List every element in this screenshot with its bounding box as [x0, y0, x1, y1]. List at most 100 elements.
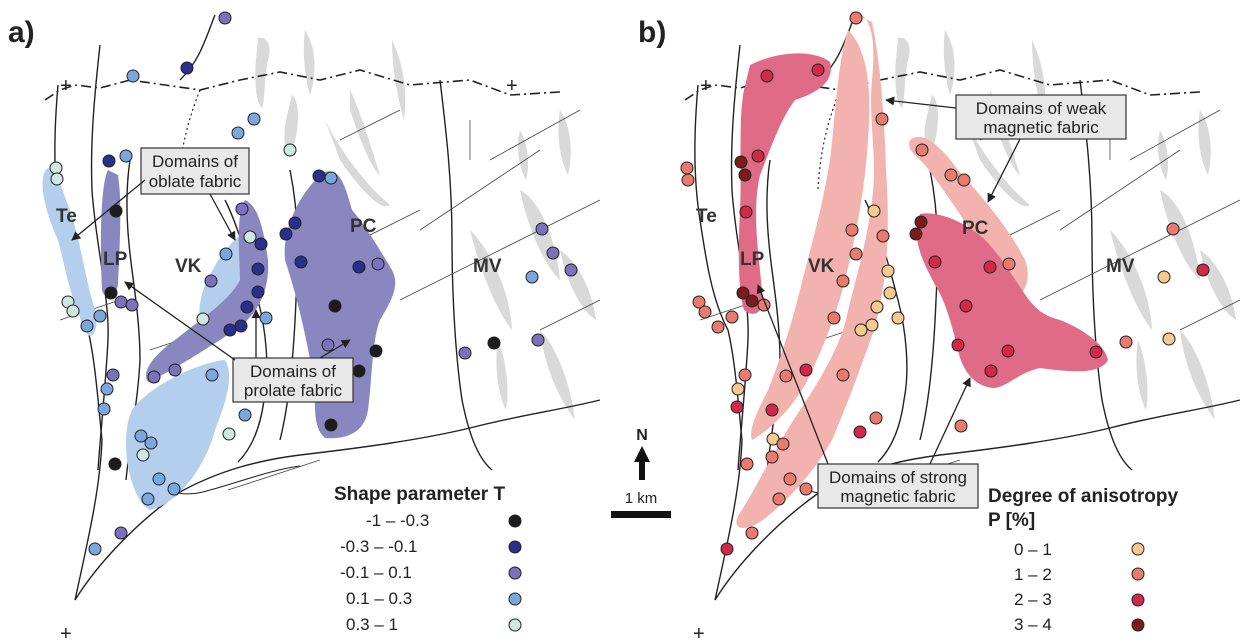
sample-point: [1001, 344, 1015, 358]
sample-point: [324, 418, 338, 432]
unit-label-mv: MV: [473, 256, 502, 277]
sample-point: [49, 161, 63, 175]
sample-point: [731, 382, 745, 396]
sample-point: [730, 400, 744, 414]
sample-point: [247, 112, 261, 126]
unit-label-lp: LP: [740, 249, 765, 270]
sample-point: [238, 408, 252, 422]
sample-point: [849, 11, 863, 25]
sample-point: [891, 311, 905, 325]
grid-cross: +: [700, 75, 712, 97]
sample-point: [487, 336, 501, 350]
sample-point: [772, 492, 786, 506]
sample-point: [223, 323, 237, 337]
legend-b-swatch: [1131, 618, 1145, 632]
sample-point: [765, 450, 779, 464]
legend-a-swatch: [508, 618, 522, 632]
sample-point: [867, 204, 881, 218]
sample-point: [751, 149, 765, 163]
panel-b: b) Te LP VK PC MV: [638, 11, 1241, 643]
sample-point: [944, 168, 958, 182]
callout-prolate: Domains of prolate fabric: [124, 281, 354, 403]
sample-point: [1089, 345, 1103, 359]
unit-label-pc: PC: [962, 218, 989, 239]
sample-point: [1162, 332, 1176, 346]
panel-b-samples: [680, 11, 1210, 556]
legend-a-item: 0.3 – 1: [346, 615, 398, 634]
north-label: N: [636, 427, 648, 444]
sample-point: [720, 542, 734, 556]
sample-point: [983, 260, 997, 274]
sample-point: [147, 370, 161, 384]
sample-point: [205, 368, 219, 382]
sample-point: [564, 263, 578, 277]
callout-prolate-line2: prolate fabric: [244, 381, 343, 400]
sample-point: [951, 338, 965, 352]
sample-point: [914, 215, 928, 229]
sample-point: [352, 260, 366, 274]
sample-point: [876, 229, 890, 243]
sample-point: [167, 482, 181, 496]
sample-point: [760, 69, 774, 83]
sample-point: [779, 369, 793, 383]
prolate-domain-lp: [100, 170, 121, 297]
callout-oblate-line2: oblate fabric: [149, 172, 242, 191]
sample-point: [739, 205, 753, 219]
sample-point: [799, 482, 813, 496]
sample-point: [783, 472, 797, 486]
sample-point: [243, 230, 257, 244]
callout-oblate-line1: Domains of: [152, 152, 238, 171]
sample-point: [959, 299, 973, 313]
sample-point: [1157, 270, 1171, 284]
sample-point: [535, 222, 549, 236]
unit-label-te: Te: [696, 206, 717, 227]
unit-label-te: Te: [56, 206, 77, 227]
oblate-domain-vk: [199, 231, 250, 321]
sample-point: [231, 126, 245, 140]
strong-domain-lp: [738, 53, 831, 314]
sample-point: [136, 448, 150, 462]
sample-point: [204, 274, 218, 288]
grid-cross: +: [693, 623, 705, 643]
oblate-domain-south: [125, 360, 230, 510]
sample-point: [736, 286, 750, 300]
sample-point: [324, 171, 338, 185]
sample-point: [134, 429, 148, 443]
sample-point: [369, 344, 383, 358]
sample-point: [458, 346, 472, 360]
sample-point: [1196, 263, 1210, 277]
sample-point: [312, 169, 326, 183]
sample-point: [525, 270, 539, 284]
unit-label-mv: MV: [1106, 256, 1135, 277]
unit-label-vk: VK: [808, 256, 835, 277]
legend-b-item: 2 – 3: [1014, 590, 1052, 609]
legend-b-item: 0 – 1: [1014, 540, 1052, 559]
sample-point: [875, 112, 889, 126]
sample-point: [836, 274, 850, 288]
panel-a-samples: [49, 11, 578, 556]
sample-point: [849, 247, 863, 261]
sample-point: [294, 255, 308, 269]
callout-weak: Domains of weak magnetic fabric: [885, 94, 1127, 203]
sample-point: [738, 368, 752, 382]
legend-a-swatch: [508, 592, 522, 606]
sample-point: [681, 173, 695, 187]
sample-point: [745, 294, 759, 308]
sample-point: [799, 363, 813, 377]
sample-point: [196, 312, 210, 326]
sample-point: [109, 204, 123, 218]
sample-point: [234, 319, 248, 333]
sample-point: [168, 363, 182, 377]
sample-point: [692, 295, 706, 309]
sample-point: [740, 457, 754, 471]
panel-a: a) Te LP VK PC MV: [8, 11, 601, 643]
legend-a-swatch: [508, 540, 522, 554]
prolate-domain-vk: [146, 200, 269, 382]
sample-point: [854, 323, 868, 337]
sample-point: [1002, 257, 1016, 271]
sample-point: [328, 299, 342, 313]
sample-point: [870, 300, 884, 314]
sample-point: [251, 262, 265, 276]
sample-point: [881, 264, 895, 278]
legend-anisotropy: Degree of anisotropy P [%] 0 – 1 1 – 2 2…: [988, 486, 1178, 634]
